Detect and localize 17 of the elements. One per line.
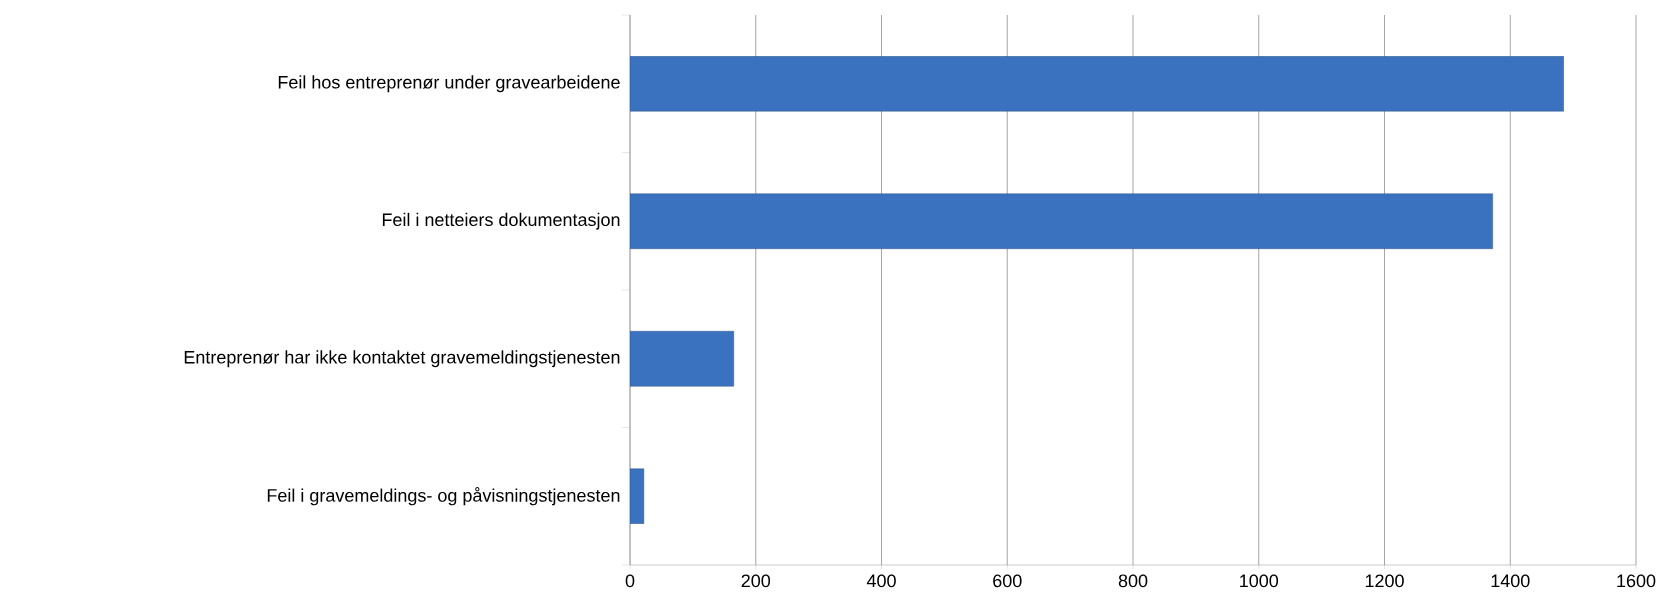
x-tick-label: 1200 [1365,574,1404,588]
x-tick-label: 400 [866,574,896,588]
bar [630,331,734,387]
x-tick-label: 600 [993,574,1022,588]
y-tick-label: Feil i netteiers dokumentasjon [382,212,620,230]
bar [630,193,1493,249]
bar [630,56,1564,112]
x-tick-label: 1400 [1491,574,1530,588]
x-tick-label: 1600 [1617,574,1656,588]
y-tick-label: Entreprenør har ikke kontaktet gravemeldingstjenesten [184,350,620,368]
x-tick-label: 800 [1118,574,1148,588]
x-tick-label: 1000 [1240,574,1279,588]
y-tick-label: Feil hos entreprenør under gravearbeidene [278,75,620,93]
y-tick-label: Feil i gravemeldings- og påvisningstjenesten [267,487,620,506]
x-tick-label: 200 [741,574,771,588]
bar [630,468,645,524]
x-tick-label: 0 [625,574,635,588]
